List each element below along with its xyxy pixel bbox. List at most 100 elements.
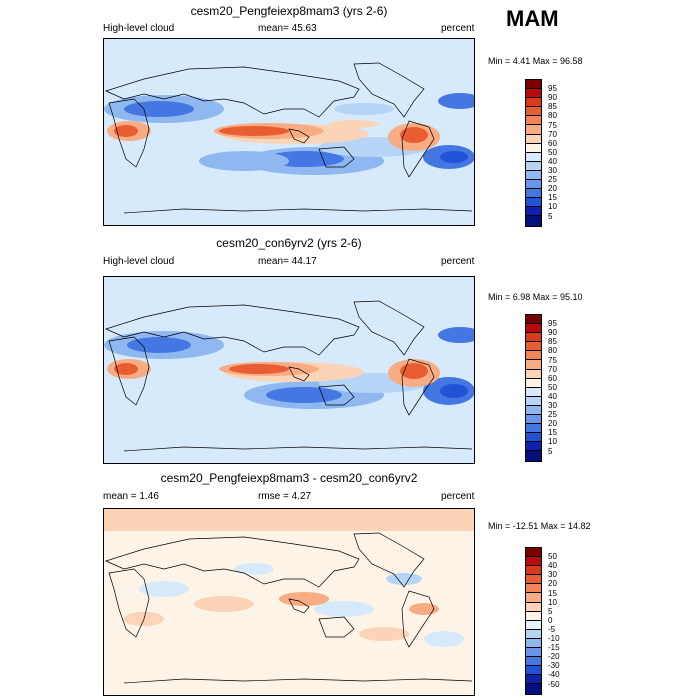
colorbar-tick-label: 50 [548,552,557,562]
colorbar-tick-label: 30 [548,166,557,175]
colorbar-tick-label: 10 [548,202,557,212]
colorbar-tick-label: -5 [548,624,556,634]
colorbar-tick-label: 95 [548,84,557,94]
colorbar-tick-label: 70 [548,364,557,374]
colorbar-swatch [526,575,541,585]
colorbar-swatch [526,584,541,594]
colorbar-tick-label: 0 [548,615,553,625]
colorbar-swatch [526,657,541,667]
panel-1-colorbar [525,79,542,227]
panel-1-left-label: High-level cloud [103,23,175,34]
colorbar-tick-label: 25 [548,410,557,420]
colorbar-swatch [526,629,541,639]
colorbar-swatch [526,648,541,658]
colorbar-tick-label: 40 [548,156,557,166]
panel-1-title: cesm20_Pengfeiexp8mam3 (yrs 2-6) [190,4,388,18]
colorbar-swatch [526,442,541,452]
colorbar-swatch [526,98,541,108]
colorbar-swatch [526,557,541,567]
colorbar-tick-label: 15 [548,588,557,598]
panel-3-colorbar [525,547,542,695]
panel-3-map [103,508,475,696]
colorbar-tick-label: 90 [548,328,557,338]
colorbar-swatch [526,80,541,90]
coastline-outlines [105,62,473,214]
panel-1-colorbar-swatches [526,80,541,226]
colorbar-swatch [526,387,541,397]
colorbar-swatch [526,143,541,153]
colorbar-tick-label: 50 [548,382,557,392]
colorbar-tick-label: 80 [548,346,557,356]
colorbar-swatch [526,369,541,379]
colorbar-swatch [526,107,541,117]
colorbar-tick-label: 15 [548,193,557,203]
colorbar-tick-label: 5 [548,446,553,456]
colorbar-tick-label: 95 [548,319,557,329]
colorbar-tick-label: -50 [548,679,560,689]
panel-2-minmax: Min = 6.98 Max = 95.10 [488,292,583,302]
panel-3-title: cesm20_Pengfeiexp8mam3 - cesm20_con6yrv2 [160,471,418,485]
colorbar-swatch [526,433,541,443]
colorbar-tick-label: 90 [548,93,557,103]
colorbar-tick-label: 75 [548,355,557,365]
colorbar-tick-label: -20 [548,652,560,662]
colorbar-swatch [526,638,541,649]
season-label: MAM [506,6,559,31]
panel-3-left-label: mean = 1.46 [103,491,159,502]
panel-2-left-label: High-level cloud [103,256,175,267]
colorbar-tick-label: 70 [548,129,557,139]
panel-3-minmax: Min = -12.51 Max = 14.82 [488,521,591,531]
colorbar-swatch [526,378,541,388]
panel-1-right-label: percent [441,23,475,34]
colorbar-swatch [526,324,541,334]
colorbar-swatch [526,134,541,144]
colorbar-tick-label: 40 [548,391,557,401]
colorbar-swatch [526,396,541,406]
colorbar-swatch [526,548,541,558]
colorbar-swatch [526,207,541,217]
colorbar-tick-label: 40 [548,561,557,571]
panel-3-center-label: rmse = 4.27 [258,491,312,502]
colorbar-tick-label: 15 [548,428,557,438]
colorbar-tick-label: 60 [548,373,557,383]
panel-2-title: cesm20_con6yrv2 (yrs 2-6) [216,236,362,250]
colorbar-tick-label: 60 [548,138,557,148]
colorbar-swatch [526,351,541,361]
colorbar-tick-label: 30 [548,570,557,580]
colorbar-swatch [526,198,541,208]
colorbar-tick-label: 50 [548,147,557,157]
panel-2-colorbar [525,314,542,462]
colorbar-tick-label: 20 [548,184,557,194]
colorbar-tick-label: -40 [548,670,560,680]
colorbar-swatch [526,125,541,135]
colorbar-swatch [526,620,541,630]
colorbar-swatch [526,684,541,694]
colorbar-swatch [526,342,541,352]
colorbar-swatch [526,415,541,425]
colorbar-tick-label: -15 [548,643,560,653]
colorbar-swatch [526,566,541,576]
colorbar-tick-label: 85 [548,102,557,112]
panel-2-right-label: percent [441,256,475,267]
colorbar-tick-label: -10 [548,634,560,643]
colorbar-swatch [526,405,541,416]
colorbar-tick-label: 5 [548,211,553,221]
panel-3-colorbar-swatches [526,548,541,694]
panel-1-center-label: mean= 45.63 [258,23,317,34]
colorbar-swatch [526,315,541,325]
panel-2-colorbar-swatches [526,315,541,461]
colorbar-tick-label: 80 [548,111,557,121]
colorbar-tick-label: 85 [548,337,557,347]
panel-1-map [103,38,475,226]
colorbar-tick-label: 75 [548,120,557,130]
colorbar-swatch [526,116,541,126]
panel-2-map [103,276,475,464]
colorbar-tick-label: 20 [548,579,557,589]
colorbar-swatch [526,675,541,685]
colorbar-tick-label: -30 [548,661,560,671]
colorbar-tick-label: 30 [548,401,557,410]
colorbar-swatch [526,666,541,676]
colorbar-swatch [526,602,541,612]
colorbar-tick-label: 20 [548,419,557,429]
panel-3-right-label: percent [441,491,475,502]
